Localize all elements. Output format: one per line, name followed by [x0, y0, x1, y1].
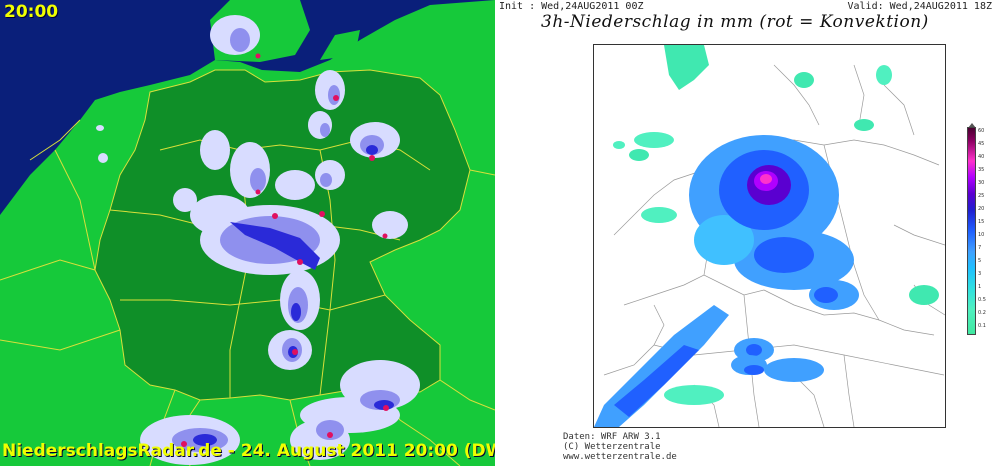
- scale-label: 25: [978, 193, 985, 199]
- radar-map-panel: 20:00 NiederschlagsRadar.de - 24. August…: [0, 0, 495, 466]
- scale-label: 0.2: [978, 310, 986, 316]
- scale-label: 35: [978, 167, 985, 173]
- scale-label: 1: [978, 284, 982, 290]
- scale-label: 45: [978, 141, 985, 147]
- footer-copyright: (C) Wetterzentrale: [563, 442, 661, 452]
- precipitation-map: [593, 44, 946, 428]
- scale-label: 60: [978, 128, 985, 134]
- scale-label: 0.5: [978, 297, 986, 303]
- scale-arrow-icon: [968, 123, 976, 128]
- footer-website: www.wetterzentrale.de: [563, 452, 677, 462]
- scale-label: 20: [978, 206, 985, 212]
- valid-time-label: Valid: Wed,24AUG2011 18Z: [847, 1, 993, 12]
- init-time-label: Init : Wed,24AUG2011 00Z: [499, 1, 644, 12]
- radar-map: [0, 0, 495, 466]
- model-precipitation-map: [594, 45, 945, 427]
- scale-label: 40: [978, 154, 985, 160]
- scale-label: 30: [978, 180, 985, 186]
- scale-label: 7: [978, 245, 982, 251]
- scale-label: 0.1: [978, 323, 986, 329]
- precipitation-title: 3h-Niederschlag in mm (rot = Konvektion): [541, 12, 929, 32]
- scale-label: 10: [978, 232, 985, 238]
- scale-label: 5: [978, 258, 982, 264]
- precipitation-color-scale: 60 45 40 35 30 25 20 15 10 7 5 3 1 0.5 0…: [965, 123, 1000, 343]
- scale-label: 3: [978, 271, 982, 277]
- footer-data-source: Daten: WRF ARW 3.1: [563, 432, 661, 442]
- radar-caption: NiederschlagsRadar.de - 24. August 2011 …: [2, 441, 495, 461]
- radar-echoes-heavy: [193, 145, 394, 446]
- radar-time-label: 20:00: [4, 2, 59, 22]
- wrf-model-panel: Init : Wed,24AUG2011 00Z Valid: Wed,24AU…: [495, 0, 1000, 466]
- scale-label: 15: [978, 219, 985, 225]
- scale-gradient: [967, 127, 976, 335]
- radar-echoes-extreme: [181, 53, 389, 447]
- model-precip-fields: [594, 45, 939, 427]
